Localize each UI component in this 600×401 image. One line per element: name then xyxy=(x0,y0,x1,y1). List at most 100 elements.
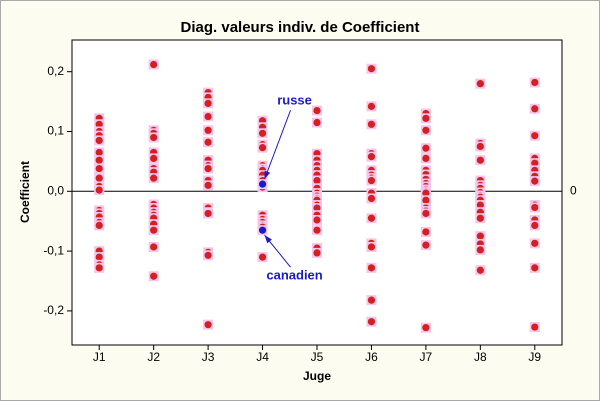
dot xyxy=(422,154,430,163)
dot xyxy=(95,264,103,272)
y-tick-label: 0,0 xyxy=(47,183,64,197)
dot xyxy=(476,232,484,240)
dot xyxy=(150,154,158,163)
dot xyxy=(367,102,376,110)
dot xyxy=(422,228,430,236)
dot xyxy=(531,221,539,229)
dot xyxy=(367,176,376,185)
dot xyxy=(95,253,103,261)
chart-title: Diag. valeurs indiv. de Coefficient xyxy=(181,19,420,36)
dot xyxy=(367,65,376,73)
dot xyxy=(531,264,539,272)
dot xyxy=(204,99,212,107)
dot xyxy=(531,132,539,140)
dot xyxy=(204,209,212,218)
dot xyxy=(531,203,539,212)
dot xyxy=(476,142,484,151)
dot xyxy=(204,251,212,259)
dot xyxy=(150,174,158,182)
x-axis-label: Juge xyxy=(303,369,331,383)
dot xyxy=(150,243,158,251)
dot xyxy=(150,133,158,142)
dot xyxy=(204,181,212,189)
dot xyxy=(367,214,376,222)
dot xyxy=(531,78,539,87)
dot xyxy=(204,138,212,146)
dot xyxy=(531,239,539,247)
dot xyxy=(204,321,212,329)
dot xyxy=(531,177,539,185)
arrow-head xyxy=(264,235,272,244)
dot xyxy=(476,201,484,209)
x-tick-label: J5 xyxy=(311,350,324,364)
dot xyxy=(150,226,158,234)
dot xyxy=(313,118,321,127)
dot xyxy=(422,209,430,218)
dot xyxy=(95,164,103,173)
x-tick-label: J8 xyxy=(474,350,487,364)
dot xyxy=(476,266,484,274)
dot xyxy=(95,120,103,128)
y-tick-label: 0,2 xyxy=(47,64,64,78)
dot xyxy=(313,176,321,185)
dot xyxy=(313,249,321,257)
dot xyxy=(422,126,430,134)
dot xyxy=(367,296,376,304)
dot xyxy=(531,105,539,113)
dot xyxy=(531,159,539,167)
dot xyxy=(95,174,103,182)
annotation: canadien xyxy=(266,268,322,283)
dot xyxy=(422,241,430,249)
dot xyxy=(95,148,103,157)
dot xyxy=(476,80,484,88)
dot xyxy=(367,120,376,128)
x-tick-label: J6 xyxy=(365,350,378,364)
x-tick-label: J2 xyxy=(147,350,160,364)
reference-label: 0 xyxy=(570,183,577,197)
dot xyxy=(367,153,376,161)
dot xyxy=(313,204,321,212)
annotation-arrow xyxy=(264,109,292,180)
x-tick-label: J4 xyxy=(256,350,269,364)
dot xyxy=(313,226,321,234)
annotation: russe xyxy=(277,93,312,108)
dot xyxy=(476,156,484,164)
y-tick-label: -0,1 xyxy=(43,243,64,257)
dot xyxy=(95,221,103,229)
dot xyxy=(313,216,321,224)
dot xyxy=(367,194,376,203)
dot xyxy=(422,114,430,122)
dot xyxy=(204,164,212,173)
dot xyxy=(422,324,430,332)
dot xyxy=(367,318,376,326)
dot xyxy=(367,243,376,251)
dot xyxy=(258,226,267,234)
x-tick-label: J7 xyxy=(420,350,433,364)
dot xyxy=(258,144,267,152)
dot xyxy=(422,196,430,204)
dot xyxy=(258,180,267,188)
dot xyxy=(422,144,430,152)
dot xyxy=(476,246,484,254)
dot xyxy=(367,264,376,272)
dot xyxy=(150,60,158,69)
x-tick-label: J1 xyxy=(93,350,106,364)
dot xyxy=(204,126,212,134)
dot xyxy=(150,272,158,280)
dot xyxy=(531,323,539,331)
dot xyxy=(95,136,103,145)
dot xyxy=(95,156,103,164)
dot xyxy=(313,106,321,115)
dot xyxy=(258,253,267,261)
y-tick-label: -0,2 xyxy=(43,303,64,317)
dot xyxy=(204,112,212,121)
y-tick-label: 0,1 xyxy=(47,124,64,138)
dot xyxy=(95,186,103,194)
dot xyxy=(476,214,484,222)
x-tick-label: J9 xyxy=(528,350,541,364)
arrow-head xyxy=(264,170,271,180)
x-tick-label: J3 xyxy=(202,350,215,364)
y-axis-label: Coefficient xyxy=(18,161,32,223)
dot xyxy=(258,129,267,137)
